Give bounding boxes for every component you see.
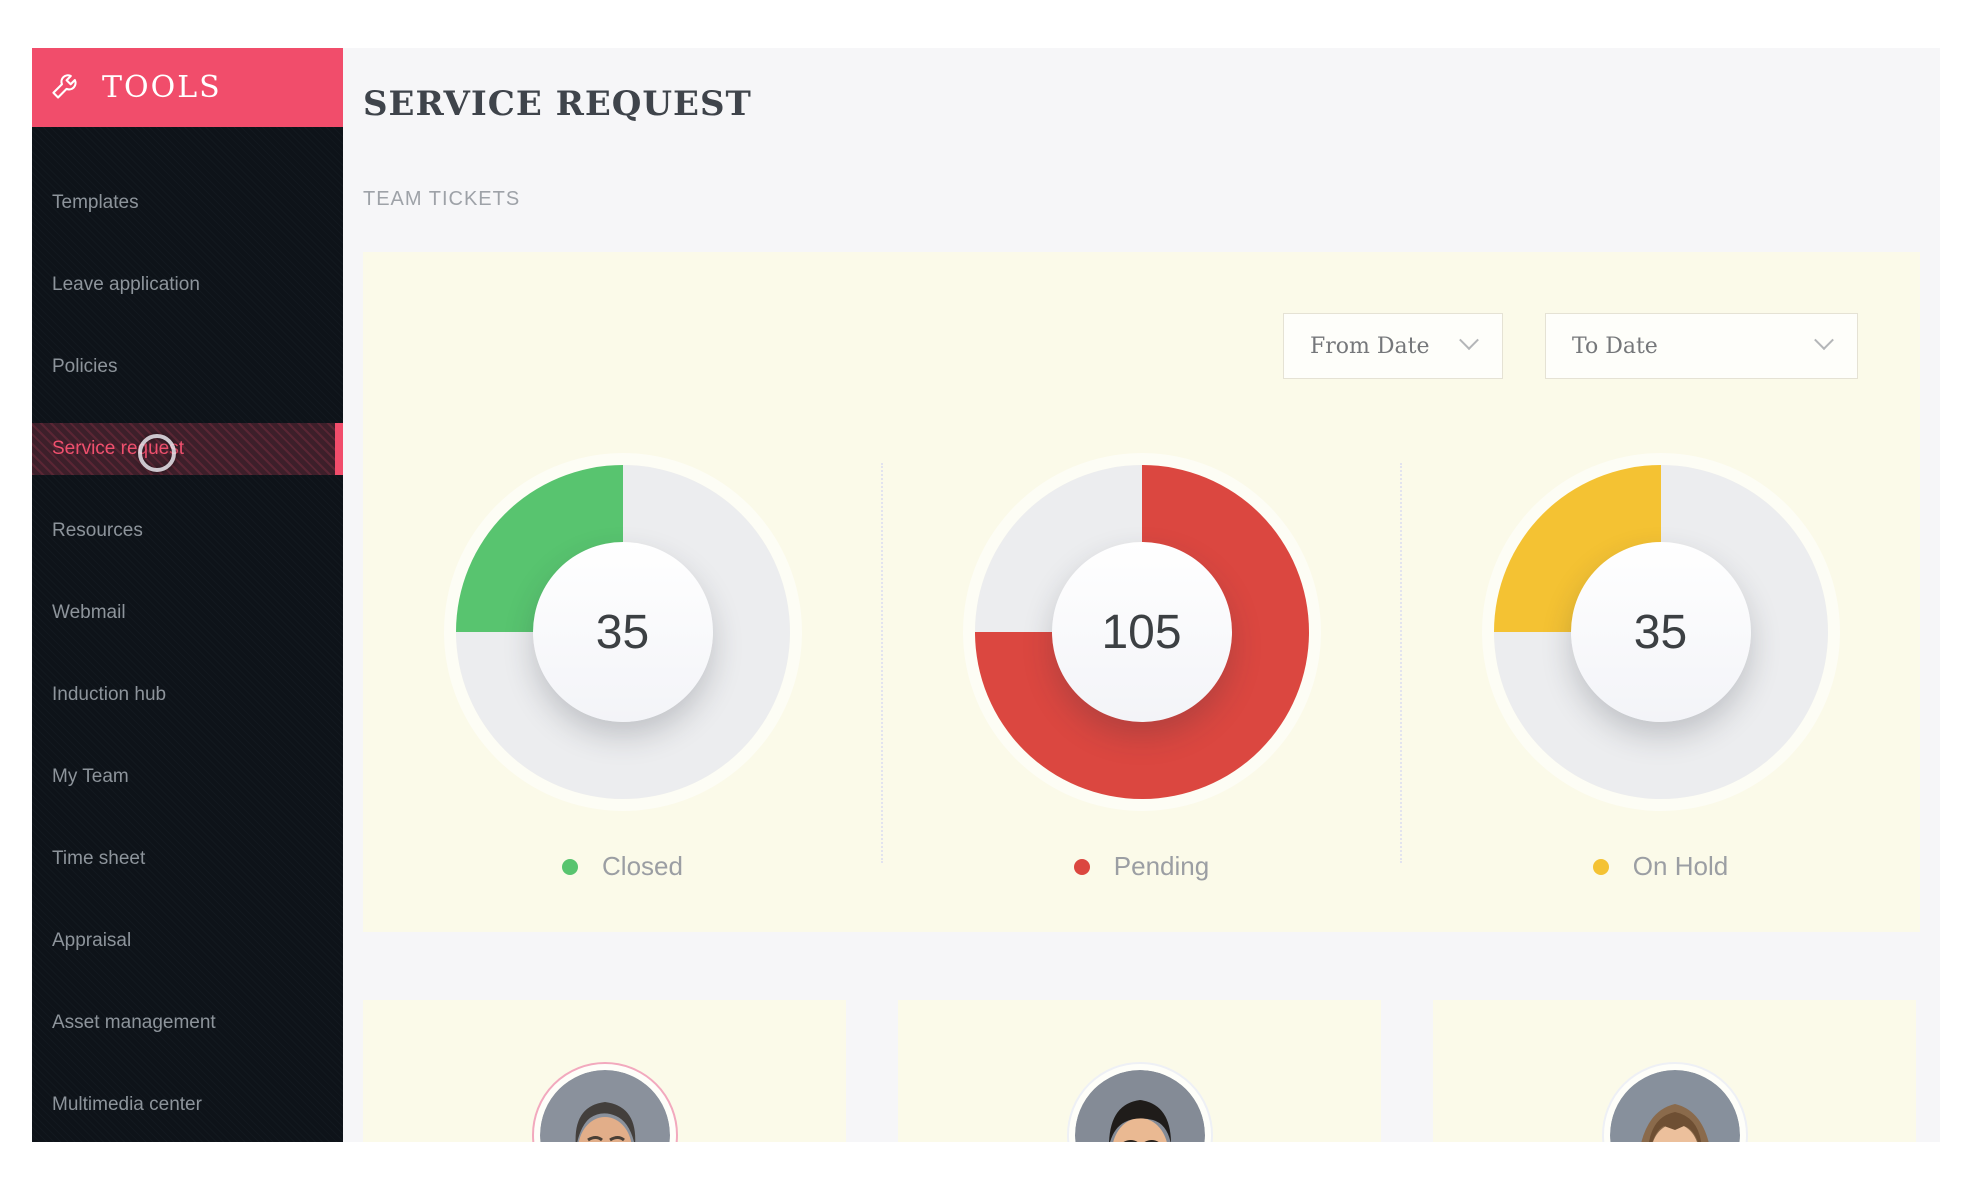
chevron-down-icon <box>1814 330 1834 351</box>
wrench-icon <box>48 67 84 108</box>
sidebar-item-appraisal[interactable]: Appraisal <box>32 915 343 967</box>
to-date-label: To Date <box>1572 333 1658 359</box>
avatar <box>1601 1062 1748 1142</box>
avatar <box>531 1062 678 1142</box>
sidebar-item-my-team[interactable]: My Team <box>32 751 343 803</box>
legend-label-onhold: On Hold <box>1632 851 1729 881</box>
donut-value-pending: 105 <box>1051 542 1232 722</box>
sidebar-item-multimedia-center[interactable]: Multimedia center <box>32 1079 343 1131</box>
date-filters: From Date To Date <box>1283 313 1858 379</box>
sidebar-item-label: Appraisal <box>52 930 132 951</box>
donut-value-onhold: 35 <box>1570 542 1751 722</box>
sidebar-item-webmail[interactable]: Webmail <box>32 587 343 639</box>
legend-label-closed: Closed <box>602 851 683 881</box>
page-title: SERVICE REQUEST <box>363 84 752 124</box>
sidebar-header: TOOLS <box>32 48 343 127</box>
donut-pending: 105 Pending <box>881 463 1401 882</box>
main-content: SERVICE REQUEST TEAM TICKETS From Date T… <box>343 48 1940 1142</box>
legend-dot-pending <box>1073 858 1090 875</box>
sidebar-item-label: Time sheet <box>52 848 146 869</box>
sidebar-item-service-request[interactable]: Service request <box>32 423 343 475</box>
sidebar-item-resources[interactable]: Resources <box>32 505 343 557</box>
sidebar-menu: Templates Leave application Policies Servic… <box>32 127 343 1131</box>
chevron-down-icon <box>1459 330 1479 351</box>
team-member-card[interactable] <box>898 1000 1381 1142</box>
sidebar-item-label: Leave application <box>52 274 200 295</box>
team-member-card[interactable] <box>1433 1000 1916 1142</box>
legend-pending: Pending <box>1073 851 1210 882</box>
avatar-photo <box>1609 1070 1740 1142</box>
sidebar-item-induction-hub[interactable]: Induction hub <box>32 669 343 721</box>
sidebar-item-asset-management[interactable]: Asset management <box>32 997 343 1049</box>
legend-dot-onhold <box>1592 858 1609 875</box>
sidebar-item-label: My Team <box>52 766 129 787</box>
to-date-select[interactable]: To Date <box>1545 313 1858 379</box>
team-member-card[interactable] <box>363 1000 846 1142</box>
team-member-cards <box>363 1000 1916 1142</box>
from-date-select[interactable]: From Date <box>1283 313 1503 379</box>
sidebar-item-label: Policies <box>52 356 118 377</box>
donut-charts-row: 35 Closed 105 Pending <box>363 463 1920 882</box>
legend-label-pending: Pending <box>1113 851 1210 881</box>
donut-closed: 35 Closed <box>363 465 882 882</box>
sidebar-item-label: Asset management <box>52 1012 216 1033</box>
sidebar-item-time-sheet[interactable]: Time sheet <box>32 833 343 885</box>
avatar-photo <box>1074 1070 1205 1142</box>
sidebar-item-templates[interactable]: Templates <box>32 177 343 229</box>
click-cursor-indicator <box>138 434 176 472</box>
donut-ring-onhold[interactable]: 35 <box>1493 465 1828 799</box>
from-date-label: From Date <box>1310 333 1430 359</box>
section-title: TEAM TICKETS <box>363 188 521 210</box>
donut-onhold: 35 On Hold <box>1400 463 1920 882</box>
sidebar-item-policies[interactable]: Policies <box>32 341 343 393</box>
sidebar-item-label: Resources <box>52 520 143 541</box>
legend-closed: Closed <box>562 851 683 882</box>
app-window: TOOLS Templates Leave application Policies… <box>32 48 1940 1142</box>
legend-onhold: On Hold <box>1592 851 1729 882</box>
app-title: TOOLS <box>102 70 222 105</box>
sidebar-item-label: Templates <box>52 192 139 213</box>
legend-dot-closed <box>562 858 579 875</box>
sidebar-item-label: Multimedia center <box>52 1094 202 1115</box>
donut-value-closed: 35 <box>532 542 713 722</box>
team-tickets-panel: From Date To Date 35 <box>363 252 1920 932</box>
sidebar-item-leave-application[interactable]: Leave application <box>32 259 343 311</box>
sidebar: TOOLS Templates Leave application Policies… <box>32 48 343 1142</box>
avatar-photo <box>539 1070 670 1142</box>
donut-ring-pending[interactable]: 105 <box>974 465 1309 799</box>
donut-ring-closed[interactable]: 35 <box>455 465 790 799</box>
sidebar-item-label: Induction hub <box>52 684 167 705</box>
avatar <box>1066 1062 1213 1142</box>
sidebar-item-label: Webmail <box>52 602 126 623</box>
